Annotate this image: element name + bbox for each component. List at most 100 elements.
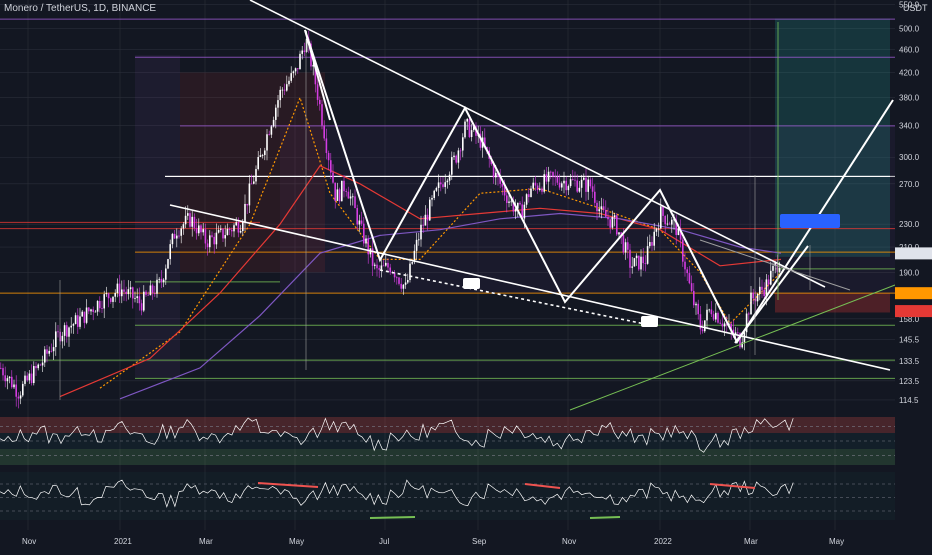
candle-body: [316, 84, 319, 100]
candle-body: [572, 179, 574, 180]
price-tick-label: 420.0: [899, 68, 920, 77]
candle-body: [574, 179, 576, 181]
price-tick-label: 145.5: [899, 336, 920, 345]
candle-body: [70, 325, 72, 328]
candle-body: [519, 202, 521, 205]
candle-body: [589, 179, 592, 187]
candle-body: [24, 375, 26, 384]
candle-body: [363, 223, 365, 244]
candle-body: [165, 268, 167, 280]
candles: [0, 30, 781, 409]
candle-body: [385, 262, 387, 266]
candle-body: [244, 203, 246, 223]
candle-body: [356, 208, 358, 225]
candle-body: [396, 277, 398, 279]
candle-body: [292, 71, 295, 74]
candle-body: [151, 285, 154, 294]
candle-body: [57, 331, 59, 333]
candle-body: [719, 322, 721, 324]
candle-body: [215, 232, 218, 245]
candle-body: [121, 289, 123, 297]
rsi-divergence-bear: [524, 483, 561, 489]
candle-body: [6, 378, 9, 382]
time-tick-label: Jul: [379, 537, 389, 546]
candle-body: [409, 263, 411, 281]
candle-body: [114, 293, 116, 297]
candle-body: [103, 294, 105, 309]
candle-body: [191, 216, 193, 227]
candle-body: [286, 84, 288, 91]
candle-body: [358, 220, 361, 225]
candle-body: [222, 228, 224, 239]
candle-body: [105, 293, 108, 295]
candle-body: [418, 239, 420, 241]
candle-body: [413, 250, 416, 263]
candle-body: [347, 191, 350, 199]
candle-body: [74, 315, 77, 325]
candle-body: [187, 213, 189, 216]
currency-label: USDT: [903, 3, 928, 13]
candle-body: [451, 157, 453, 175]
candle-body: [4, 375, 6, 382]
candle-body: [77, 315, 79, 327]
candle-body: [701, 329, 704, 332]
candle-body: [756, 293, 759, 302]
candle-body: [327, 152, 330, 161]
candle-body: [248, 183, 251, 206]
candle-body: [466, 118, 468, 122]
candle-body: [437, 182, 440, 188]
candle-body: [321, 104, 323, 126]
candle-body: [85, 307, 88, 323]
candle-body: [679, 228, 682, 240]
candle-body: [737, 332, 739, 334]
price-tick-label: 380.0: [899, 94, 920, 103]
candle-body: [706, 309, 708, 321]
annotation-labels: [780, 213, 840, 228]
candle-body: [407, 280, 409, 283]
trend-line-lower: [169, 204, 891, 371]
candle-body: [288, 80, 290, 85]
candle-body: [442, 184, 444, 187]
candle-body: [110, 298, 112, 302]
candle-body: [503, 186, 506, 196]
candle-body: [314, 64, 317, 85]
candle-body: [81, 311, 83, 317]
price-tick-label: 158.0: [899, 315, 920, 324]
candle-body: [176, 235, 178, 239]
candle-body: [332, 172, 334, 183]
rsi-pane-bg-2: [0, 472, 895, 520]
candle-body: [723, 323, 726, 327]
candle-body: [431, 197, 433, 200]
candle-body: [761, 286, 763, 290]
candle-body: [231, 230, 233, 232]
candle-body: [198, 225, 200, 234]
candle-body: [268, 134, 270, 136]
candle-body: [693, 290, 695, 306]
rsi-divergence-bull: [369, 516, 416, 519]
candle-body: [217, 229, 220, 233]
candle-body: [616, 215, 618, 235]
candle-body: [261, 155, 264, 156]
candle-body: [750, 292, 752, 315]
candle-body: [11, 376, 13, 388]
candle-body: [748, 313, 750, 315]
candle-body: [697, 303, 699, 315]
candle-body: [400, 283, 402, 289]
candle-body: [125, 291, 127, 295]
candle-body: [301, 50, 303, 54]
candle-body: [63, 325, 66, 336]
candle-body: [715, 312, 717, 320]
candle-body: [547, 171, 550, 182]
time-tick-label: Nov: [22, 537, 36, 546]
candle-body: [578, 187, 581, 192]
candle-body: [411, 262, 413, 264]
candle-body: [250, 183, 253, 185]
candle-body: [237, 222, 240, 233]
candle-body: [167, 259, 169, 269]
candle-body: [523, 204, 526, 219]
candle-body: [624, 242, 627, 253]
candle-body: [213, 236, 215, 245]
candle-body: [457, 150, 460, 163]
